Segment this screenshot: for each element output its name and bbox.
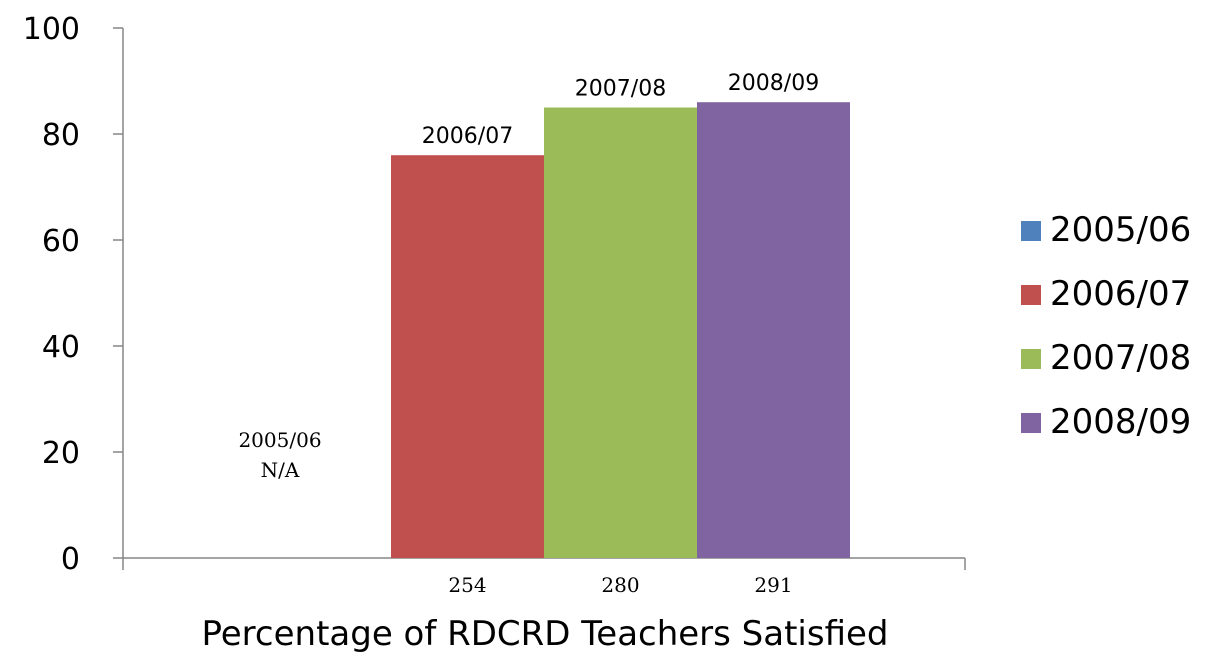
- bar-count-label: 280: [601, 573, 639, 597]
- bar-label: 2005/06: [238, 428, 321, 452]
- bar-2007-08: [544, 107, 697, 558]
- legend-entry: 2008/09: [1050, 402, 1191, 442]
- bars: [391, 102, 850, 558]
- bar-label: 2006/07: [422, 124, 513, 149]
- legend: 2005/06 2006/07 2007/08 2008/09: [1021, 210, 1191, 442]
- bar-count-label: 291: [754, 573, 792, 597]
- legend-entry: 2007/08: [1050, 338, 1191, 378]
- na-label: N/A: [261, 458, 300, 482]
- x-axis-label: Percentage of RDCRD Teachers Satisfied: [201, 614, 888, 654]
- bar-count-label: 254: [448, 573, 486, 597]
- bar-labels: 2005/06 N/A 2006/07 254 2007/08 280 2008/09 291: [238, 71, 819, 597]
- legend-swatch: [1021, 221, 1041, 241]
- y-tick-label: 20: [42, 436, 80, 471]
- legend-swatch: [1021, 413, 1041, 433]
- legend-entry: 2006/07: [1050, 274, 1191, 314]
- bar-label: 2007/08: [575, 77, 666, 102]
- bar-2008-09: [697, 102, 850, 558]
- legend-swatch: [1021, 285, 1041, 305]
- y-tick-label: 60: [42, 224, 80, 259]
- y-tick-label: 100: [23, 12, 80, 47]
- y-tick-label: 80: [42, 118, 80, 153]
- bar-2006-07: [391, 155, 544, 558]
- legend-entry: 2005/06: [1050, 210, 1191, 250]
- y-tick-label: 0: [61, 542, 80, 577]
- bar-label: 2008/09: [728, 71, 819, 96]
- legend-swatch: [1021, 349, 1041, 369]
- y-tick-label: 40: [42, 330, 80, 365]
- y-axis-ticks: 0 20 40 60 80 100: [23, 12, 123, 577]
